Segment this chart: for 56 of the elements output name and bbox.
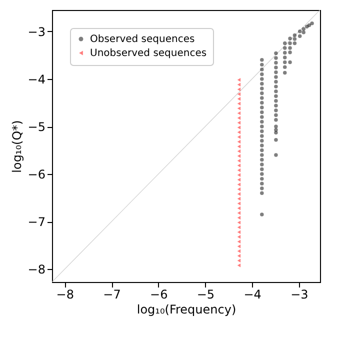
point [237,234,241,239]
point [237,178,241,182]
point [237,82,241,87]
point [237,126,241,130]
x-tick-label: −5 [196,288,215,302]
point [237,135,241,139]
x-tick-label: −3 [290,288,308,302]
point [237,230,241,234]
point [237,154,241,158]
point [237,102,241,106]
point [237,116,241,120]
point [237,88,241,92]
point [237,120,241,125]
point [237,244,241,248]
point [237,149,241,154]
x-axis-title: log₁₀(Frequency) [136,302,236,316]
x-tick-label: −6 [150,288,168,302]
x-tick-label: −8 [56,288,74,302]
point [237,168,241,172]
y-tick-label: −3 [28,24,46,39]
point [237,106,241,110]
point [237,173,241,177]
point [237,187,241,192]
point [237,97,241,101]
point [237,254,241,258]
point [237,240,241,244]
point [237,258,241,262]
x-tick-label: −7 [103,288,121,302]
point [237,140,241,144]
y-tick-label: −5 [28,120,46,134]
point [237,225,241,230]
point [237,220,241,224]
x-tick-label: −4 [244,288,262,302]
point [237,249,241,253]
point [237,158,241,163]
point [237,182,241,186]
point [237,92,241,96]
y-tick-label: −7 [28,215,46,230]
point [237,78,241,82]
point [237,192,241,196]
point [237,111,241,116]
point [237,144,241,148]
point [237,263,241,268]
point [237,130,241,134]
point [237,202,241,206]
point [237,211,241,215]
point [237,216,241,220]
point [237,196,241,201]
y-axis-title: log₁₀(Q*) [10,120,24,173]
y-tick-label: −8 [28,262,46,277]
legend-label: Observed sequences [90,34,195,45]
y-tick-label: −6 [28,168,46,182]
y-tick-label: −4 [28,72,46,86]
point [237,206,241,210]
point [237,164,241,168]
legend-label: Unobserved sequences [90,48,207,59]
